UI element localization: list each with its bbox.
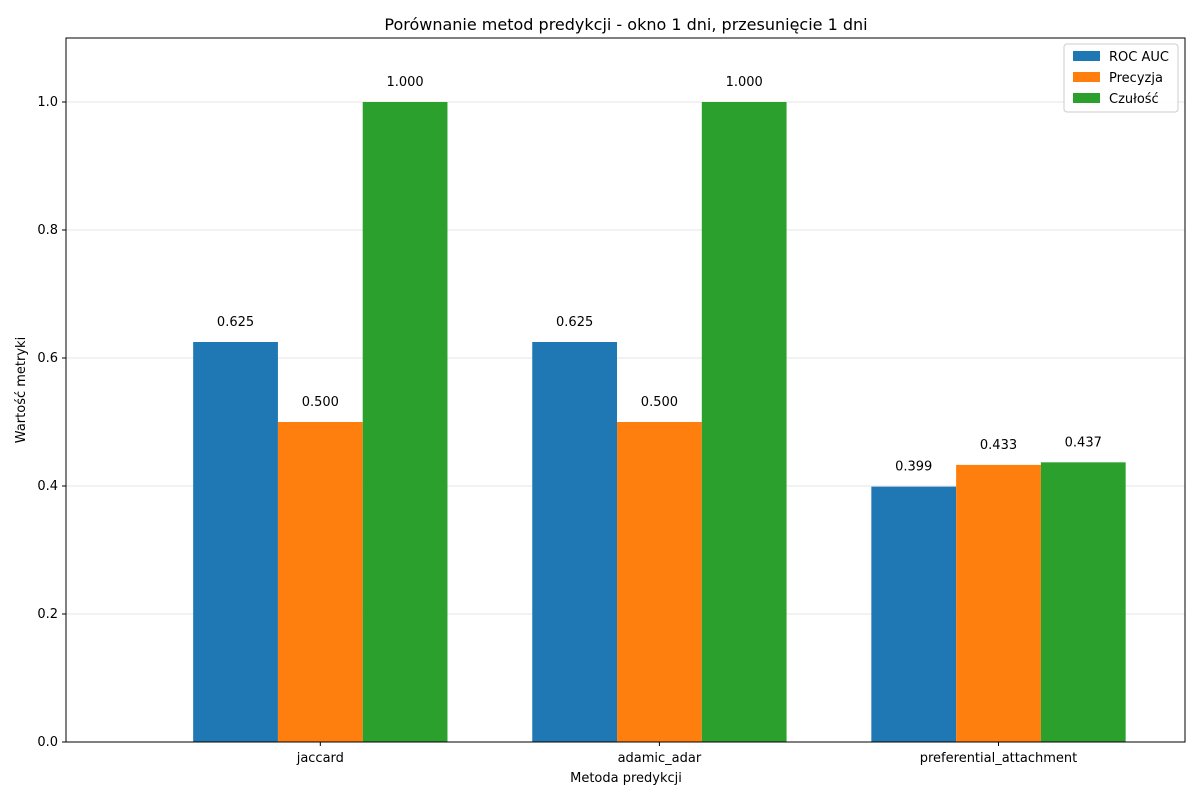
x-tick-label: adamic_adar: [618, 751, 702, 766]
x-tick-label: jaccard: [296, 751, 344, 766]
bar-value-label: 0.625: [556, 315, 593, 330]
bar-value-label: 1.000: [726, 75, 763, 90]
bar-adamic_adar-1: [617, 422, 702, 742]
bar-value-labels: 0.625 0.625 0.399 0.500 0.500 0.433 1.000 1.000…: [217, 75, 1102, 475]
legend-entry: Precyzja: [1109, 71, 1163, 86]
bar-preferential_attachment-2: [1040, 462, 1126, 742]
x-tick-label: preferential_attachment: [920, 751, 1077, 766]
bar-adamic_adar-0: [532, 342, 618, 742]
x-axis: jaccard adamic_adar preferential_attachmen…: [296, 742, 1077, 766]
legend-entry: Czułość: [1109, 92, 1159, 107]
legend: ROC AUC Precyzja Czułość: [1063, 43, 1179, 113]
y-axis-label: Wartość metryki: [14, 337, 29, 443]
bar-jaccard-1: [277, 422, 363, 742]
plot-frame: [65, 37, 1186, 743]
y-tick-label: 0.6: [37, 351, 58, 366]
bar-adamic_adar-2: [701, 102, 787, 742]
y-tick-label: 0.8: [37, 223, 58, 238]
y-tick-label: 1.0: [37, 95, 58, 110]
bar-jaccard-2: [362, 102, 448, 742]
legend-swatch: [1073, 93, 1100, 103]
y-axis: 0.0 0.2 0.4 0.6 0.8 1.0: [37, 95, 66, 750]
x-axis-label: Metoda predykcji: [570, 771, 682, 786]
bar-value-label: 0.433: [980, 438, 1017, 453]
chart-title: Porównanie metod predykcji - okno 1 dni,…: [384, 15, 867, 34]
bar-value-label: 0.500: [641, 395, 678, 410]
y-tick-label: 0.0: [37, 735, 58, 750]
bar-value-label: 0.437: [1065, 435, 1102, 450]
legend-swatch: [1073, 51, 1100, 61]
legend-entry: ROC AUC: [1109, 50, 1169, 65]
bar-jaccard-0: [193, 342, 278, 742]
bar-value-label: 0.500: [302, 395, 339, 410]
legend-swatch: [1073, 72, 1100, 82]
y-tick-label: 0.4: [37, 479, 58, 494]
bar-preferential_attachment-0: [871, 486, 957, 742]
y-tick-label: 0.2: [37, 607, 58, 622]
bar-preferential_attachment-1: [956, 464, 1041, 742]
bar-value-label: 1.000: [386, 75, 423, 90]
bar-value-label: 0.625: [217, 315, 254, 330]
bars: [193, 102, 1126, 742]
bar-value-label: 0.399: [895, 460, 932, 475]
